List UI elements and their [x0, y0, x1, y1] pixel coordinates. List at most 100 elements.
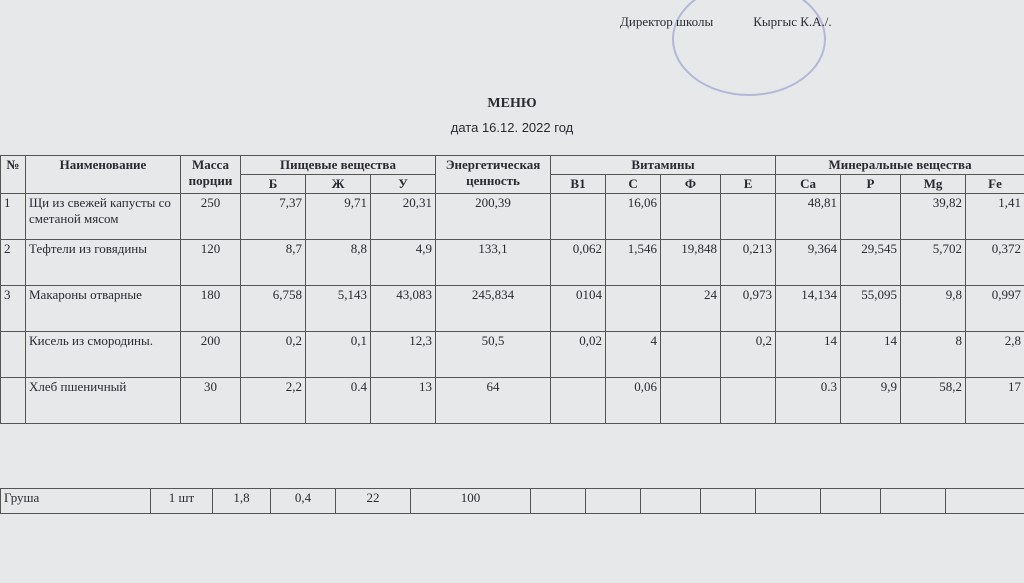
table-cell: 180 — [180, 285, 241, 332]
header-cell: Минеральные вещества — [775, 155, 1024, 175]
table-row: 1 Щи из свежей капусты со сметаной мясом 2… — [0, 193, 1024, 240]
table-cell: 0.3 — [775, 377, 842, 424]
table-cell: 29,545 — [840, 239, 902, 286]
table-cell — [945, 488, 1024, 514]
table-cell — [755, 488, 821, 514]
table-cell: 8,7 — [240, 239, 306, 286]
table-cell: 9,364 — [775, 239, 842, 286]
title: МЕНЮ — [487, 96, 537, 111]
table-cell: 0.4 — [305, 377, 371, 424]
table-cell: 4 — [605, 331, 662, 378]
header-cell: Б — [240, 174, 306, 194]
header-cell: Масса порции — [180, 155, 241, 194]
table-cell: 1,8 — [212, 488, 271, 514]
table-cell: 58,2 — [900, 377, 967, 424]
table-cell: 1,546 — [605, 239, 662, 286]
table-cell: 5,143 — [305, 285, 371, 332]
table-cell: 8,8 — [305, 239, 371, 286]
table-cell: 0,02 — [550, 331, 607, 378]
date: дата 16.12. 2022 год — [450, 120, 574, 135]
table-cell: 22 — [335, 488, 411, 514]
table-cell: 0,06 — [605, 377, 662, 424]
header-cell: № — [0, 155, 26, 194]
table-cell: 0,4 — [270, 488, 336, 514]
header-cell: У — [369, 174, 437, 194]
header-cell: Ж — [305, 174, 371, 194]
table-cell: 7,37 — [240, 193, 306, 240]
table-cell: 9,8 — [900, 285, 967, 332]
table-row: Хлеб пшеничный 30 2,2 0.4 13 64 0,06 0.3 9,9 58,2… — [0, 377, 1024, 424]
table-cell: 0,973 — [720, 285, 777, 332]
header-cell: P — [840, 174, 902, 194]
table-cell — [0, 377, 26, 424]
header-cell: Mg — [900, 174, 967, 194]
table-cell: Тефтели из говядины — [25, 239, 181, 286]
table-cell: 200,39 — [435, 193, 552, 240]
table-cell — [700, 488, 756, 514]
table-cell: 24 — [660, 285, 722, 332]
table-cell — [660, 331, 722, 378]
table-cell: 100 — [410, 488, 531, 514]
table-cell: Щи из свежей капусты со сметаной мясом — [25, 193, 181, 240]
table-cell — [530, 488, 586, 514]
table-cell: 14 — [775, 331, 842, 378]
table-cell: 1 шт — [150, 488, 213, 514]
table-cell — [550, 193, 607, 240]
header-cell: Наименование — [25, 155, 181, 194]
table-cell — [820, 488, 881, 514]
table-cell: 14 — [840, 331, 902, 378]
table-cell: 9,9 — [840, 377, 902, 424]
header-cell: Пищевые вещества — [239, 155, 437, 175]
table-cell: 133,1 — [435, 239, 552, 286]
table-cell: 5,702 — [900, 239, 967, 286]
table-cell: 120 — [180, 239, 241, 286]
header-cell: Энергетическая ценность — [435, 155, 552, 194]
table-cell: 8 — [900, 331, 967, 378]
table-row: 3 Макароны отварные 180 6,758 5,143 43,083 245… — [0, 285, 1024, 332]
table-cell: 0,997 — [965, 285, 1024, 332]
table-cell: 2 — [0, 239, 26, 286]
table-cell: 245,834 — [435, 285, 552, 332]
table-cell: 64 — [435, 377, 552, 424]
table-row: Груша 1 шт 1,8 0,4 22 100 — [0, 488, 1024, 514]
table-cell — [640, 488, 701, 514]
table-cell: 0104 — [550, 285, 607, 332]
table-cell: 4,9 — [369, 239, 437, 286]
table-cell: 200 — [180, 331, 241, 378]
table-cell: 3 — [0, 285, 26, 332]
table-cell: Хлеб пшеничный — [25, 377, 181, 424]
table-cell: 55,095 — [840, 285, 902, 332]
header-cell: Fe — [965, 174, 1024, 194]
table-cell: 12,3 — [369, 331, 437, 378]
table-cell: 250 — [180, 193, 241, 240]
table-cell: 6,758 — [240, 285, 306, 332]
table-cell: 1,41 — [965, 193, 1024, 240]
table-cell — [550, 377, 607, 424]
table-cell: 2,2 — [240, 377, 306, 424]
table-cell: 19,848 — [660, 239, 722, 286]
header-cell: Ф — [660, 174, 722, 194]
header-cell: Ca — [775, 174, 842, 194]
table-cell: 0,372 — [965, 239, 1024, 286]
table-cell: 13 — [369, 377, 437, 424]
header-cell: C — [605, 174, 662, 194]
table-cell: 17 — [965, 377, 1024, 424]
table-cell: Груша — [0, 488, 151, 514]
menu-table: № Наименование Масса порции Пищевые веще… — [0, 155, 1024, 424]
header-cell: B1 — [550, 174, 607, 194]
table-cell: 2,8 — [965, 331, 1024, 378]
stamp — [672, 0, 826, 96]
table-row: 2 Тефтели из говядины 120 8,7 8,8 4,9 133,1 0,0… — [0, 239, 1024, 286]
table-cell: 1 — [0, 193, 26, 240]
table-cell — [0, 331, 26, 378]
table-cell: 0,2 — [720, 331, 777, 378]
table-cell: Макароны отварные — [25, 285, 181, 332]
table-cell: 0,1 — [305, 331, 371, 378]
table-cell: 16,06 — [605, 193, 662, 240]
signer: Кыргыс К.А./. — [753, 14, 832, 29]
table-cell: 0,213 — [720, 239, 777, 286]
table-cell: 30 — [180, 377, 241, 424]
header-cell: Витамины — [550, 155, 777, 175]
table-cell: 14,134 — [775, 285, 842, 332]
